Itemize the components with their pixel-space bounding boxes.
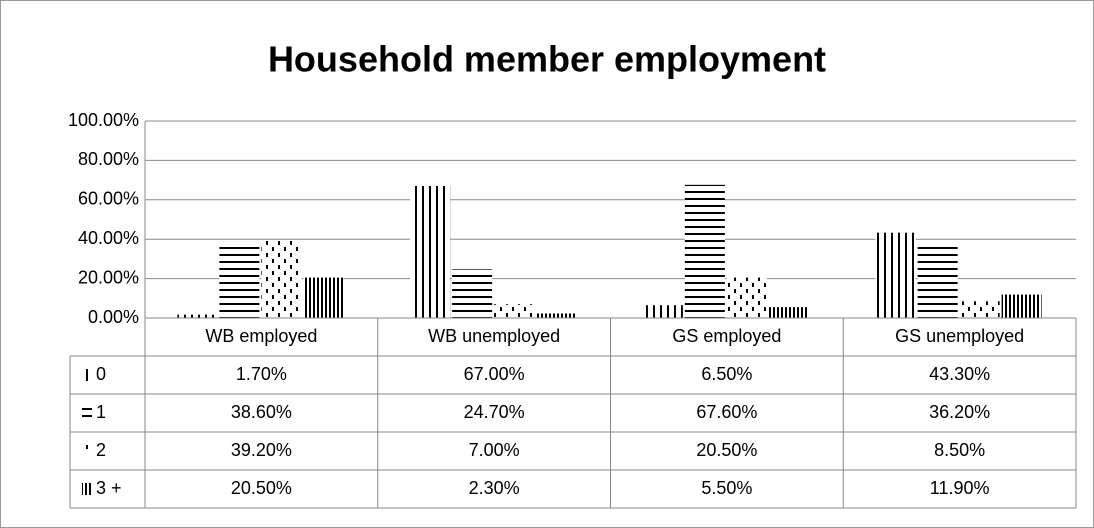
legend-swatch [82, 369, 92, 381]
y-tick-label: 100.00% [68, 110, 139, 130]
y-tick-label: 20.00% [78, 267, 139, 287]
bar [303, 277, 344, 318]
bar [1001, 294, 1042, 318]
table-cell: 6.50% [701, 364, 752, 384]
x-tick-label: WB unemployed [428, 326, 560, 346]
table-cell: 43.30% [929, 364, 990, 384]
legend-label: 3 + [96, 478, 122, 498]
table-cell: 1.70% [236, 364, 287, 384]
x-tick-label: GS employed [672, 326, 781, 346]
bar [684, 184, 725, 318]
bar [452, 269, 493, 318]
legend-label: 1 [96, 402, 106, 422]
bar [410, 186, 451, 318]
bar [875, 232, 916, 318]
bar [959, 301, 1000, 318]
legend-swatch [82, 445, 92, 457]
y-tick-label: 80.00% [78, 149, 139, 169]
bar [726, 277, 767, 318]
x-tick-label: WB employed [205, 326, 317, 346]
bar [768, 307, 809, 318]
bar [917, 246, 958, 318]
bar [261, 240, 302, 318]
table-cell: 2.30% [469, 478, 520, 498]
bar [177, 314, 218, 318]
x-tick-label: GS unemployed [895, 326, 1024, 346]
bar [536, 313, 577, 318]
table-cell: 36.20% [929, 402, 990, 422]
table-cell: 38.60% [231, 402, 292, 422]
legend-swatch [82, 483, 92, 495]
table-cell: 7.00% [469, 440, 520, 460]
table-cell: 24.70% [464, 402, 525, 422]
legend-label: 0 [96, 364, 106, 384]
bar [642, 305, 683, 318]
table-cell: 11.90% [930, 478, 990, 498]
table-cell: 8.50% [934, 440, 985, 460]
y-tick-label: 40.00% [78, 228, 139, 248]
table-cell: 20.50% [231, 478, 292, 498]
table-cell: 67.60% [696, 402, 757, 422]
y-tick-label: 60.00% [78, 189, 139, 209]
table-cell: 5.50% [701, 478, 752, 498]
bar [219, 241, 260, 318]
y-tick-label: 0.00% [88, 307, 139, 327]
bar [494, 304, 535, 318]
chart-title: Household member employment [268, 39, 826, 80]
legend-swatch [82, 407, 92, 419]
table-cell: 39.20% [231, 440, 292, 460]
table-cell: 67.00% [464, 364, 525, 384]
legend-label: 2 [96, 440, 106, 460]
table-cell: 20.50% [696, 440, 757, 460]
